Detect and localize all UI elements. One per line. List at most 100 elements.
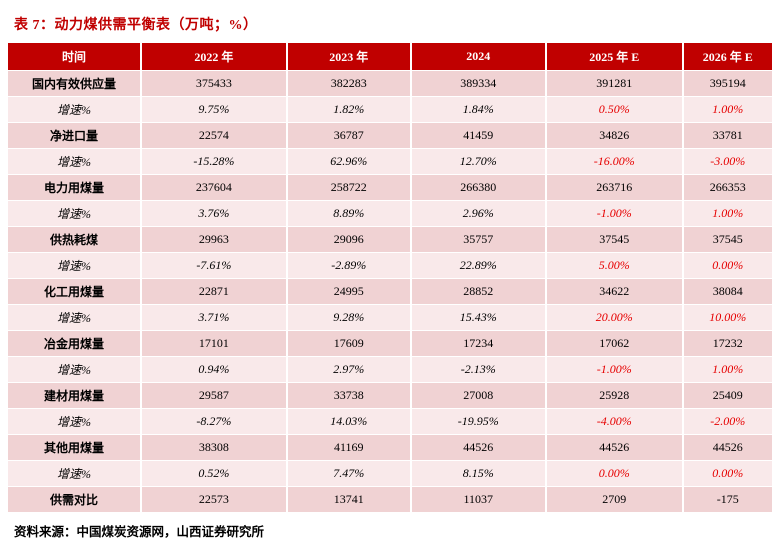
data-cell: 0.50%: [545, 96, 684, 123]
row-label: 增速%: [8, 356, 142, 383]
data-cell: -19.95%: [410, 408, 547, 435]
data-cell: 1.82%: [286, 96, 412, 123]
data-cell: 266353: [682, 174, 772, 201]
data-cell: 29096: [286, 226, 412, 253]
row-label: 增速%: [8, 460, 142, 487]
table-row: 供需对比 22573 13741 11037 2709 -175: [8, 486, 772, 513]
data-cell: -1.00%: [545, 200, 684, 227]
data-cell: 395194: [682, 70, 772, 97]
data-cell: -2.00%: [682, 408, 772, 435]
table-row: 增速% 0.52% 7.47% 8.15% 0.00% 0.00%: [8, 460, 772, 487]
row-label: 增速%: [8, 304, 142, 331]
data-cell: 34826: [545, 122, 684, 149]
data-cell: 13741: [286, 486, 412, 513]
data-cell: 22871: [140, 278, 288, 305]
table-row: 化工用煤量 22871 24995 28852 34622 38084: [8, 278, 772, 305]
data-cell: 0.00%: [545, 460, 684, 487]
data-cell: -2.89%: [286, 252, 412, 279]
data-cell: 1.00%: [682, 200, 772, 227]
data-cell: 14.03%: [286, 408, 412, 435]
header-cell: 2022 年: [140, 43, 288, 71]
data-cell: 1.00%: [682, 356, 772, 383]
data-cell: 266380: [410, 174, 547, 201]
table-row: 电力用煤量 237604 258722 266380 263716 266353: [8, 174, 772, 201]
data-cell: 44526: [545, 434, 684, 461]
row-label: 增速%: [8, 200, 142, 227]
data-cell: -16.00%: [545, 148, 684, 175]
data-cell: 9.28%: [286, 304, 412, 331]
data-cell: 3.76%: [140, 200, 288, 227]
row-label: 增速%: [8, 96, 142, 123]
data-cell: 29587: [140, 382, 288, 409]
data-cell: 258722: [286, 174, 412, 201]
table-row: 增速% 9.75% 1.82% 1.84% 0.50% 1.00%: [8, 96, 772, 123]
table-header-row: 时间 2022 年 2023 年 2024 2025 年 E 2026 年 E: [8, 43, 772, 71]
data-cell: 24995: [286, 278, 412, 305]
row-label: 国内有效供应量: [8, 70, 142, 97]
data-cell: 38308: [140, 434, 288, 461]
data-cell: 389334: [410, 70, 547, 97]
data-cell: 22.89%: [410, 252, 547, 279]
table-row: 其他用煤量 38308 41169 44526 44526 44526: [8, 434, 772, 461]
data-cell: 44526: [682, 434, 772, 461]
row-label: 增速%: [8, 408, 142, 435]
data-cell: 41459: [410, 122, 547, 149]
data-cell: -3.00%: [682, 148, 772, 175]
data-cell: 3.71%: [140, 304, 288, 331]
data-cell: 10.00%: [682, 304, 772, 331]
table-row: 冶金用煤量 17101 17609 17234 17062 17232: [8, 330, 772, 357]
row-label: 建材用煤量: [8, 382, 142, 409]
table-row: 增速% 0.94% 2.97% -2.13% -1.00% 1.00%: [8, 356, 772, 383]
header-cell: 2023 年: [286, 43, 412, 71]
data-cell: 1.84%: [410, 96, 547, 123]
data-cell: -1.00%: [545, 356, 684, 383]
data-cell: 34622: [545, 278, 684, 305]
data-cell: 62.96%: [286, 148, 412, 175]
table-row: 增速% -8.27% 14.03% -19.95% -4.00% -2.00%: [8, 408, 772, 435]
table-row: 增速% -7.61% -2.89% 22.89% 5.00% 0.00%: [8, 252, 772, 279]
data-cell: 17232: [682, 330, 772, 357]
data-cell: -2.13%: [410, 356, 547, 383]
data-cell: 22574: [140, 122, 288, 149]
data-cell: 28852: [410, 278, 547, 305]
row-label: 增速%: [8, 252, 142, 279]
data-cell: 38084: [682, 278, 772, 305]
header-cell: 2025 年 E: [545, 43, 684, 71]
data-cell: 17609: [286, 330, 412, 357]
data-cell: 391281: [545, 70, 684, 97]
data-cell: 2.97%: [286, 356, 412, 383]
data-cell: -175: [682, 486, 772, 513]
data-cell: 44526: [410, 434, 547, 461]
data-cell: 27008: [410, 382, 547, 409]
table-row: 净进口量 22574 36787 41459 34826 33781: [8, 122, 772, 149]
data-cell: 0.52%: [140, 460, 288, 487]
table-row: 增速% 3.71% 9.28% 15.43% 20.00% 10.00%: [8, 304, 772, 331]
data-cell: 41169: [286, 434, 412, 461]
table-row: 供热耗煤 29963 29096 35757 37545 37545: [8, 226, 772, 253]
data-cell: 2.96%: [410, 200, 547, 227]
data-cell: 17062: [545, 330, 684, 357]
data-cell: 237604: [140, 174, 288, 201]
data-cell: 33781: [682, 122, 772, 149]
data-cell: 263716: [545, 174, 684, 201]
row-label: 增速%: [8, 148, 142, 175]
data-cell: 17234: [410, 330, 547, 357]
supply-demand-table: 时间 2022 年 2023 年 2024 2025 年 E 2026 年 E 国内有效供…: [8, 43, 772, 513]
data-cell: 35757: [410, 226, 547, 253]
table-row: 国内有效供应量 375433 382283 389334 391281 395194: [8, 70, 772, 97]
data-cell: 2709: [545, 486, 684, 513]
row-label: 净进口量: [8, 122, 142, 149]
row-label: 供需对比: [8, 486, 142, 513]
row-label: 其他用煤量: [8, 434, 142, 461]
data-cell: 25928: [545, 382, 684, 409]
source-note: 资料来源：中国煤炭资源网，山西证券研究所: [14, 525, 265, 539]
header-cell: 时间: [8, 43, 142, 71]
header-cell: 2026 年 E: [682, 43, 772, 71]
table-row: 增速% -15.28% 62.96% 12.70% -16.00% -3.00%: [8, 148, 772, 175]
data-cell: -8.27%: [140, 408, 288, 435]
data-cell: 7.47%: [286, 460, 412, 487]
data-cell: 375433: [140, 70, 288, 97]
data-cell: 8.15%: [410, 460, 547, 487]
data-cell: -7.61%: [140, 252, 288, 279]
